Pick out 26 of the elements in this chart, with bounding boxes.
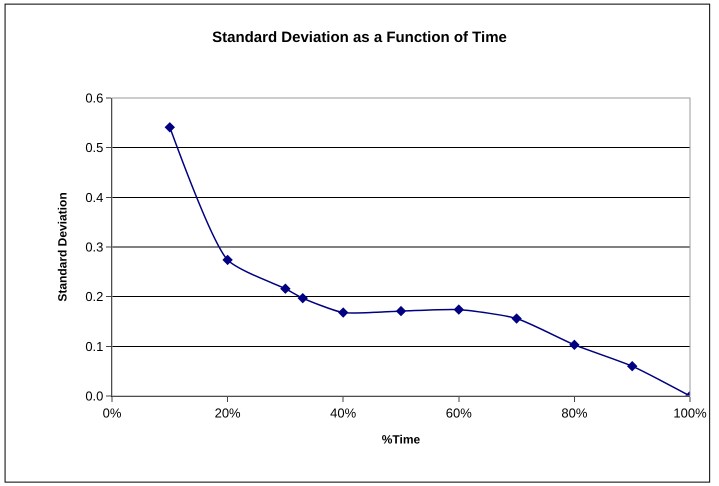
point [338,307,348,318]
point [396,306,406,316]
point [511,313,522,324]
y-tick-label: 0.1 [85,338,104,354]
x-axis-title: %Time [382,432,421,446]
y-tick-label: 0.4 [85,190,104,205]
y-tick-label: 0.2 [85,289,104,304]
point [569,340,580,350]
x-tick-label: 100% [673,406,708,421]
y-tick-label: 0.5 [85,140,104,156]
x-tick-label: 60% [446,406,472,421]
y-tick-label: 0.0 [85,388,104,404]
chart-title: Standard Deviation as a Function of Time [212,29,507,46]
point [222,254,233,266]
y-tick-label: 0.6 [85,90,104,106]
x-tick-label: 40% [330,406,357,421]
point [454,304,464,315]
point [298,292,308,304]
y-tick-label: 0.3 [85,240,104,255]
point [280,284,291,294]
y-axis-title: Standard Deviation [56,192,70,302]
x-tick-label: 0% [102,406,122,421]
point [164,122,175,132]
point [627,361,638,372]
x-tick-label: 20% [214,406,242,421]
x-tick-label: 80% [561,406,588,421]
